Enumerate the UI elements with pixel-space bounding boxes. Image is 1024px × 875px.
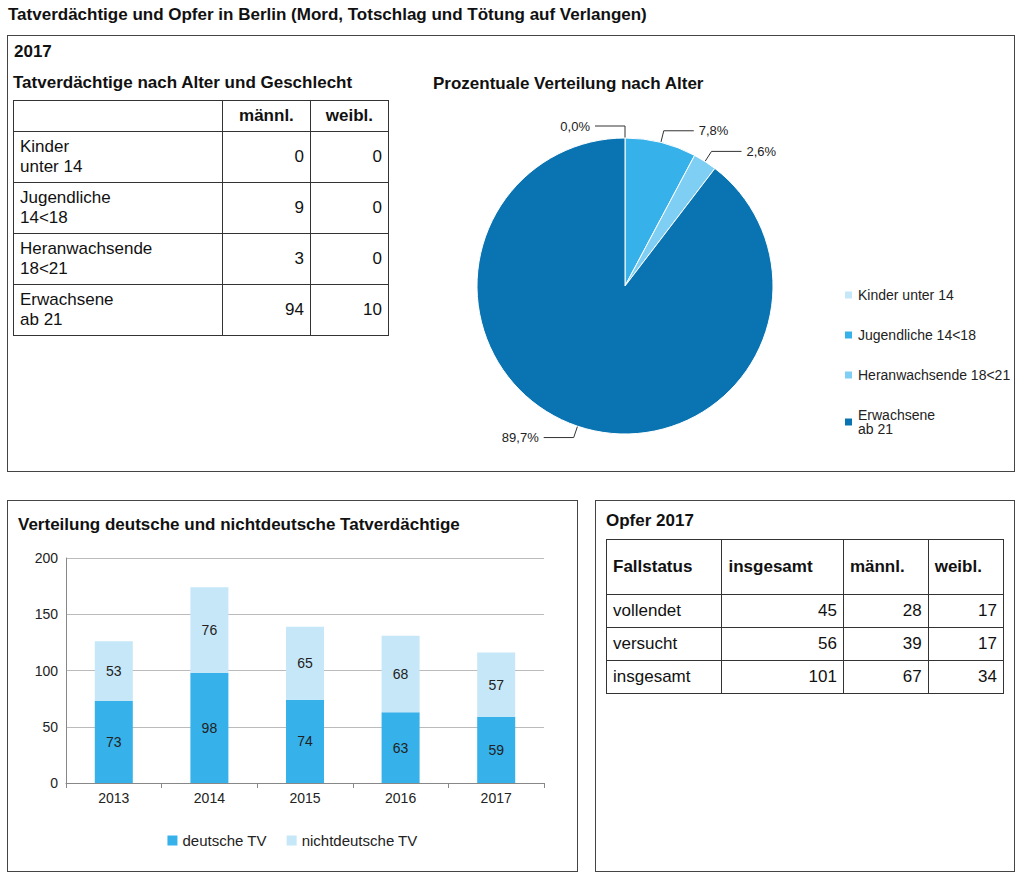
html-text:3: 3 xyxy=(294,249,304,268)
svg-text:Heranwachsende 18<21: Heranwachsende 18<21 xyxy=(858,367,1010,383)
html-text:insgesamt: insgesamt xyxy=(613,667,691,686)
html-text:34: 34 xyxy=(978,667,997,686)
svg-text:0,0%: 0,0% xyxy=(560,119,590,134)
html-text:weibl.: weibl. xyxy=(934,557,982,576)
svg-text:57: 57 xyxy=(488,677,504,693)
html-text:Jugendliche 14<18: Jugendliche 14<18 xyxy=(20,187,111,227)
html-text:0: 0 xyxy=(372,147,382,166)
html-text:Tatverdächtige nach Alter und: Tatverdächtige nach Alter und Geschlecht xyxy=(13,73,353,92)
svg-text:50: 50 xyxy=(42,719,58,735)
html-text:Fallstatus: Fallstatus xyxy=(613,557,693,576)
html-text:weibl.: weibl. xyxy=(325,106,374,125)
svg-text:ab 21: ab 21 xyxy=(858,421,893,437)
svg-text:Kinder unter 14: Kinder unter 14 xyxy=(858,287,954,303)
svg-text:76: 76 xyxy=(202,622,218,638)
svg-text:74: 74 xyxy=(297,733,313,749)
html-text:94: 94 xyxy=(285,300,304,319)
svg-text:Erwachsene: Erwachsene xyxy=(858,407,935,423)
html-text:männl.: männl. xyxy=(849,557,905,576)
svg-text:nichtdeutsche TV: nichtdeutsche TV xyxy=(302,832,418,849)
svg-text:2,6%: 2,6% xyxy=(747,144,777,159)
html-text:0: 0 xyxy=(372,249,382,268)
html-text:Kinder unter 14: Kinder unter 14 xyxy=(20,136,83,176)
html-text:Tatverdächtige und Opfer in Be: Tatverdächtige und Opfer in Berlin (Mord… xyxy=(8,5,647,24)
svg-text:2014: 2014 xyxy=(194,790,225,806)
svg-text:59: 59 xyxy=(488,742,504,758)
svg-text:150: 150 xyxy=(35,606,59,622)
html-text:39: 39 xyxy=(902,634,922,653)
svg-text:98: 98 xyxy=(202,720,218,736)
svg-text:73: 73 xyxy=(106,734,122,750)
svg-text:100: 100 xyxy=(35,663,59,679)
svg-text:68: 68 xyxy=(393,666,409,682)
svg-text:0: 0 xyxy=(50,775,58,791)
svg-text:200: 200 xyxy=(35,550,59,566)
html-text:männl.: männl. xyxy=(239,106,294,125)
html-text:Opfer 2017: Opfer 2017 xyxy=(606,511,694,530)
svg-text:deutsche TV: deutsche TV xyxy=(182,832,266,849)
html-text:Erwachsene ab 21: Erwachsene ab 21 xyxy=(20,289,114,329)
html-text:17: 17 xyxy=(978,634,997,653)
html-text:28: 28 xyxy=(902,601,922,620)
html-text:56: 56 xyxy=(818,634,837,653)
svg-text:2015: 2015 xyxy=(289,790,320,806)
html-text:45: 45 xyxy=(818,601,837,620)
html-text:vollendet: vollendet xyxy=(613,601,682,620)
html-text:10: 10 xyxy=(363,300,382,319)
svg-text:2017: 2017 xyxy=(481,790,512,806)
html-text:0: 0 xyxy=(294,147,304,166)
svg-text:53: 53 xyxy=(106,663,122,679)
html-text:versucht: versucht xyxy=(613,634,678,653)
svg-text:7,8%: 7,8% xyxy=(699,123,729,138)
html-text:17: 17 xyxy=(978,601,997,620)
svg-text:Prozentuale Verteilung nach Al: Prozentuale Verteilung nach Alter xyxy=(433,74,704,93)
svg-text:Jugendliche 14<18: Jugendliche 14<18 xyxy=(858,327,976,343)
svg-text:63: 63 xyxy=(393,740,409,756)
html-text:0: 0 xyxy=(372,198,382,217)
html-text:9: 9 xyxy=(294,198,304,217)
html-text:Heranwachsende 18<21: Heranwachsende 18<21 xyxy=(20,238,153,278)
html-text:101: 101 xyxy=(808,667,837,686)
svg-text:2016: 2016 xyxy=(385,790,416,806)
svg-text:Verteilung deutsche und nichtd: Verteilung deutsche und nichtdeutsche Ta… xyxy=(18,515,460,534)
svg-text:89,7%: 89,7% xyxy=(502,430,539,445)
html-text:insgesamt: insgesamt xyxy=(728,557,813,576)
html-text:67: 67 xyxy=(902,667,922,686)
svg-text:65: 65 xyxy=(297,655,313,671)
html-text:2017: 2017 xyxy=(14,42,52,61)
svg-text:2013: 2013 xyxy=(98,790,129,806)
